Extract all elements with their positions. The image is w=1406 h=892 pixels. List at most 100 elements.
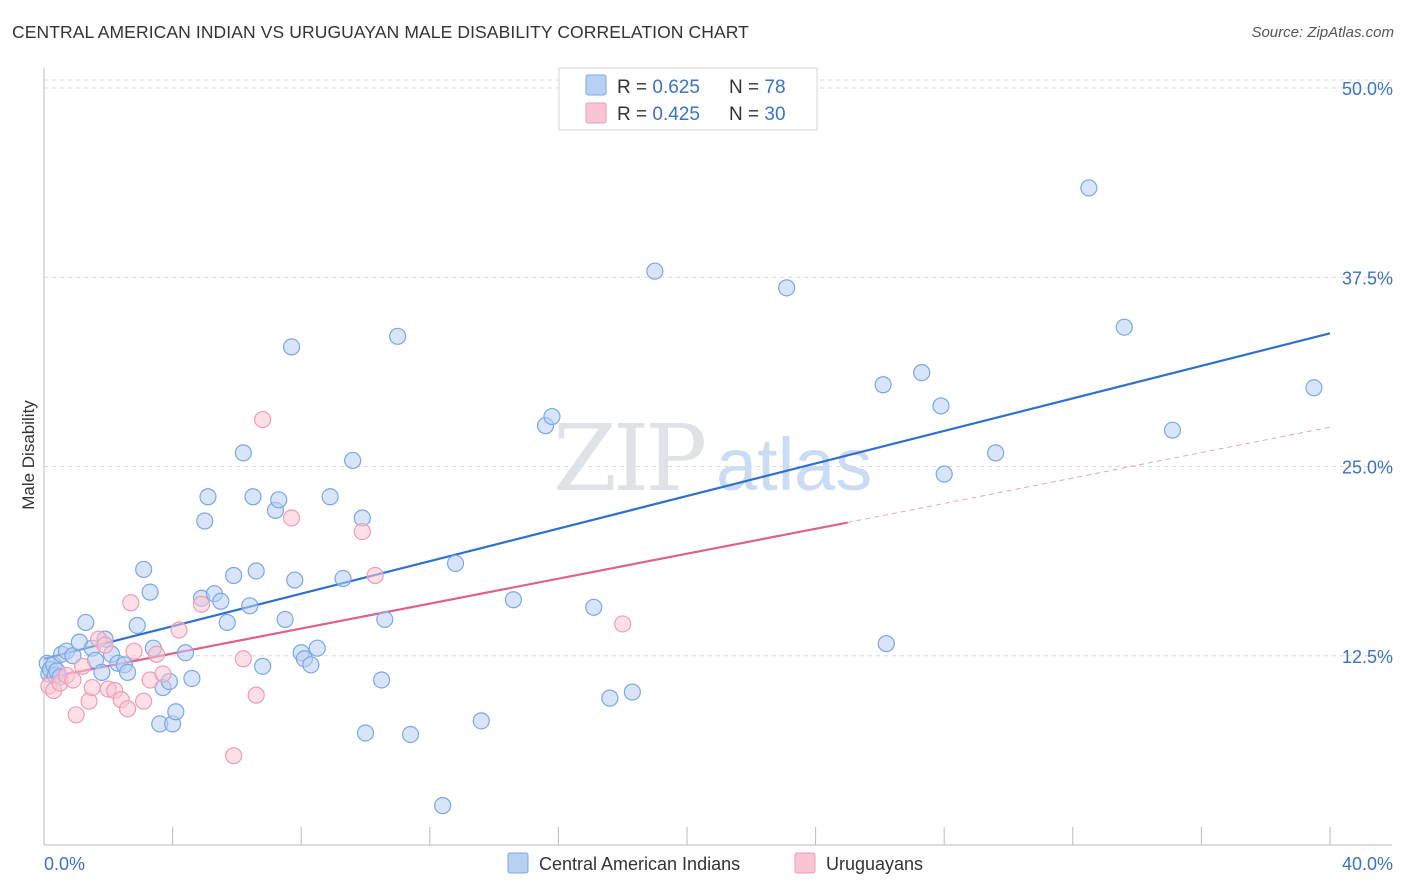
point-central-american-indian [212,592,230,610]
point-central-american-indian [446,554,465,572]
stats-legend: R = 0.625 N = 78 R = 0.425 N = 30 [558,67,818,131]
svg-text:N = 78: N = 78 [729,77,786,98]
point-central-american-indian [241,597,259,615]
point-central-american-indian [601,689,619,707]
series-legend: Central American Indians Uruguayans [507,852,923,874]
source-credit: Source: ZipAtlas.com [1251,24,1394,41]
point-central-american-indian [118,663,137,682]
x-tick-label-max: 40.0% [1342,854,1393,874]
legend-r-value-2: 0.425 [652,104,700,125]
tick-labels: 12.5% 25.0% 37.5% 50.0% 0.0% 40.0% [44,79,1393,874]
point-central-american-indian [1080,179,1098,197]
point-central-american-indian [434,797,452,815]
point-central-american-indian [302,656,320,674]
point-central-american-indian [77,613,95,632]
point-uruguayan [83,678,101,697]
series-central-american-indians [38,179,1323,815]
point-uruguayan [96,636,114,654]
point-central-american-indian [282,338,301,356]
point-central-american-indian [93,663,111,682]
point-uruguayan [247,686,265,704]
point-central-american-indian [543,407,561,426]
point-central-american-indian [1163,421,1182,439]
point-central-american-indian [308,639,326,657]
y-axis-label: Male Disability [19,400,38,510]
point-central-american-indian [176,644,195,662]
point-central-american-indian [270,491,288,509]
series-legend-swatch-blue [507,852,529,874]
point-central-american-indian [1115,318,1133,336]
point-central-american-indian [623,683,641,701]
point-central-american-indian [401,725,420,744]
watermark-zip: ZIP [553,405,704,512]
legend-r-label-1: R = [617,77,652,98]
point-central-american-indian [646,262,664,280]
point-central-american-indian [372,671,391,689]
point-uruguayan [366,566,384,585]
point-uruguayan [67,706,85,724]
point-central-american-indian [218,613,236,632]
point-central-american-indian [128,616,146,635]
point-central-american-indian [376,610,394,629]
y-tick-label: 50.0% [1342,79,1393,99]
point-uruguayan [73,657,92,675]
point-central-american-indian [199,488,217,506]
series-legend-label-blue: Central American Indians [539,854,740,874]
legend-r-value-1: 0.625 [652,77,700,98]
x-tick-label-min: 0.0% [44,854,85,874]
point-central-american-indian [585,598,603,616]
point-central-american-indian [877,635,895,653]
point-central-american-indian [167,703,185,721]
point-uruguayan [118,700,137,718]
point-central-american-indian [356,724,375,742]
svg-text:N = 30: N = 30 [729,104,786,125]
point-uruguayan [170,621,188,639]
point-uruguayan [282,509,301,527]
point-central-american-indian [141,583,159,601]
point-uruguayan [147,645,166,663]
point-central-american-indian [276,610,294,629]
series-legend-swatch-pink [794,852,816,874]
point-central-american-indian [225,566,243,585]
y-tick-label: 25.0% [1342,458,1393,478]
series-uruguayans [40,410,632,765]
point-uruguayan [353,523,371,541]
y-tick-label: 12.5% [1342,647,1393,667]
point-central-american-indian [472,712,490,730]
point-uruguayan [135,692,153,710]
point-uruguayan [125,642,143,660]
point-central-american-indian [321,488,339,506]
point-central-american-indian [247,562,265,580]
legend-r-label-2: R = [617,104,652,125]
point-uruguayan [614,615,632,633]
y-tick-label: 37.5% [1342,268,1393,288]
point-central-american-indian [874,376,892,394]
legend-n-label-1: N = [729,77,764,98]
point-central-american-indian [334,569,352,588]
legend-n-value-2: 30 [764,104,785,125]
point-central-american-indian [234,444,252,462]
point-central-american-indian [135,560,153,579]
point-central-american-indian [244,488,262,506]
point-uruguayan [154,665,172,683]
legend-swatch-blue [585,74,607,96]
point-central-american-indian [196,512,214,530]
trend-line-central-american-indians [43,332,1331,660]
point-central-american-indian [778,279,796,297]
point-uruguayan [64,671,82,689]
point-uruguayan [234,650,252,668]
watermark-atlas: atlas [716,423,872,506]
point-uruguayan [225,747,243,765]
point-central-american-indian [987,444,1005,462]
point-central-american-indian [1305,379,1323,397]
svg-text:R = 0.625: R = 0.625 [617,77,700,98]
point-central-american-indian [913,364,931,382]
point-central-american-indian [504,591,522,609]
svg-text:R = 0.425: R = 0.425 [617,104,700,125]
point-central-american-indian [389,327,407,345]
trend-line-uruguayans-extension [847,426,1331,524]
point-central-american-indian [344,451,362,470]
legend-n-label-2: N = [729,104,764,125]
chart-title: CENTRAL AMERICAN INDIAN VS URUGUAYAN MAL… [12,22,749,42]
